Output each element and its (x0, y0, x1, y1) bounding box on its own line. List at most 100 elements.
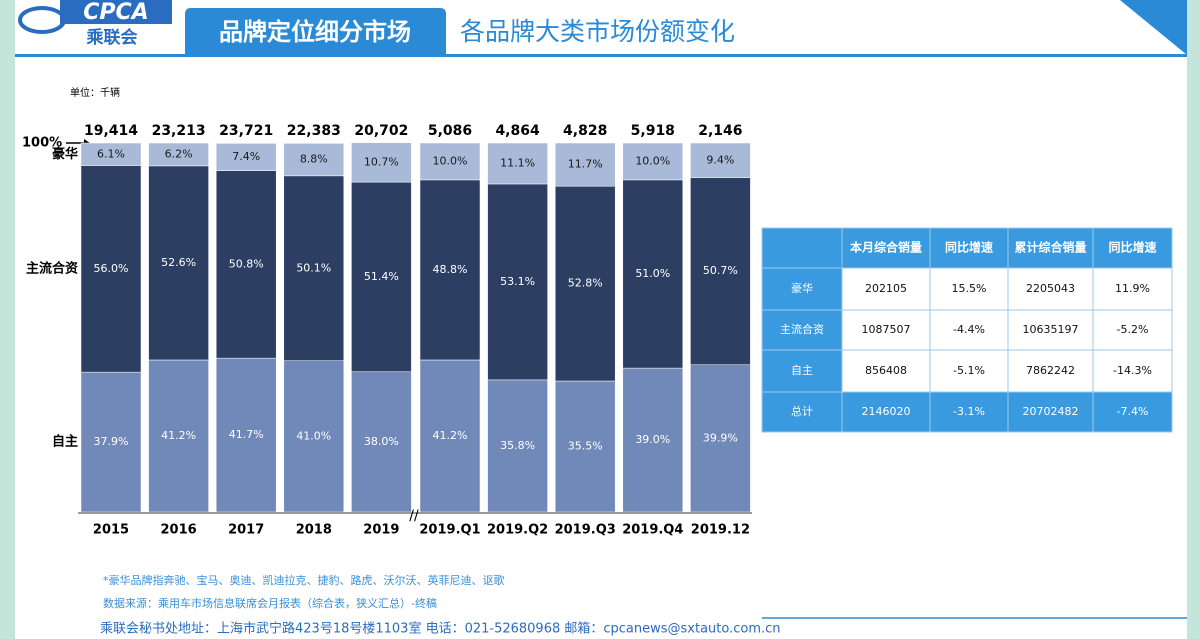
bar-segment (148, 359, 209, 513)
table-cell (761, 227, 843, 269)
table-cell (761, 349, 843, 393)
unit-label: 单位：千辆 (70, 86, 120, 99)
table-cell-text: 总计 (791, 404, 813, 418)
value-label: 6.2% (165, 147, 193, 160)
value-label: 50.7% (703, 264, 738, 277)
table-cell-text: 7862242 (1026, 364, 1075, 377)
bar-segment (351, 142, 412, 183)
value-label: 56.0% (94, 262, 129, 275)
total-label: 20,702 (354, 123, 408, 139)
bar-segment (487, 379, 548, 513)
total-label: 23,721 (219, 123, 273, 139)
corner-deco (1120, 0, 1187, 55)
table-cell-text: 856408 (865, 364, 907, 377)
table-cell-text: 11.9% (1115, 282, 1150, 295)
x-tick-label: 2019.Q3 (555, 523, 616, 538)
table-cell-text: -7.4% (1117, 405, 1149, 418)
table-cell-text: 15.5% (952, 282, 987, 295)
x-tick-label: 2015 (93, 523, 129, 538)
bar-segment (554, 142, 616, 187)
series-label: 主流合资 (26, 260, 78, 276)
table-header: 累计综合销量 (1014, 240, 1086, 255)
value-label: 50.1% (296, 261, 331, 274)
table-cell (761, 391, 843, 433)
x-tick-label: 2016 (161, 523, 197, 538)
value-label: 39.9% (703, 431, 738, 444)
table-header: 同比增速 (945, 240, 993, 255)
side-strip (1187, 0, 1200, 639)
bar-segment (419, 359, 481, 513)
axis-break: // (409, 508, 419, 524)
table-cell (1007, 227, 1094, 269)
table-cell-text: 豪华 (791, 281, 813, 295)
value-label: 50.8% (229, 257, 264, 270)
table-cell (929, 391, 1009, 433)
table-cell-text: 主流合资 (780, 322, 824, 336)
bar-segment (215, 357, 277, 513)
x-tick-label: 2019.Q1 (419, 523, 480, 538)
bar-segment (80, 371, 142, 513)
bar-segment (690, 364, 751, 513)
value-label: 6.1% (97, 147, 125, 160)
table-cell-text: 20702482 (1023, 405, 1079, 418)
header-rule (15, 54, 1187, 57)
value-label: 35.8% (500, 439, 535, 452)
footer-text: 乘联会秘书处地址：上海市武宁路423号18号楼1103室 电话：021-5268… (100, 621, 781, 637)
bar-segment (215, 170, 277, 359)
value-label: 11.1% (500, 156, 535, 169)
value-label: 41.0% (296, 429, 331, 442)
value-label: 48.8% (433, 263, 468, 276)
value-label: 8.8% (300, 153, 328, 166)
value-label: 53.1% (500, 275, 535, 288)
total-label: 5,918 (631, 123, 675, 139)
logo-box (60, 0, 172, 24)
bar-segment (622, 367, 684, 513)
table-cell (1092, 349, 1173, 393)
table-header: 同比增速 (1108, 240, 1156, 255)
bar-segment (148, 142, 209, 167)
value-label: 51.0% (635, 267, 670, 280)
value-label: 35.5% (568, 440, 603, 453)
value-label: 41.7% (229, 428, 264, 441)
table-cell (1092, 267, 1173, 311)
table-cell-text: -4.4% (953, 323, 985, 336)
table-cell (1092, 227, 1173, 269)
bar-segment (690, 177, 751, 366)
x-tick-label: 2017 (228, 523, 264, 538)
x-tick-label: 2019 (363, 523, 399, 538)
total-label: 23,213 (152, 123, 206, 139)
table-cell-text: 10635197 (1023, 323, 1079, 336)
value-label: 41.2% (161, 429, 196, 442)
bar-segment (690, 142, 751, 178)
bar-segment (80, 142, 142, 166)
bar-segment (622, 142, 684, 181)
table-cell-text: -3.1% (953, 405, 985, 418)
logo-text: CPCA (83, 0, 148, 25)
value-label: 11.7% (568, 158, 603, 171)
table-cell-text: 1087507 (862, 323, 911, 336)
value-label: 10.0% (433, 154, 468, 167)
bar-segment (351, 181, 412, 373)
table-cell-text: 202105 (865, 282, 907, 295)
table-cell-text: 2146020 (862, 405, 911, 418)
value-label: 51.4% (364, 270, 399, 283)
page-title: 各品牌大类市场份额变化 (460, 17, 735, 46)
table-cell (841, 227, 931, 269)
value-label: 10.7% (364, 155, 399, 168)
table-cell (1007, 391, 1094, 433)
section-tab (185, 8, 446, 55)
value-label: 39.0% (635, 433, 670, 446)
table-cell (761, 267, 843, 311)
value-label: 10.0% (635, 154, 670, 167)
table-cell (1092, 391, 1173, 433)
total-label: 2,146 (698, 123, 742, 139)
value-label: 41.2% (433, 429, 468, 442)
bar-segment (148, 165, 209, 361)
value-label: 37.9% (94, 435, 129, 448)
note: *豪华品牌指奔驰、宝马、奥迪、凯迪拉克、捷豹、路虎、沃尔沃、英菲尼迪、讴歌 (103, 573, 505, 587)
y-tick-label: 100% (22, 136, 62, 151)
logo-swirl (18, 6, 66, 34)
total-label: 4,828 (563, 123, 607, 139)
bar-segment (215, 143, 277, 171)
